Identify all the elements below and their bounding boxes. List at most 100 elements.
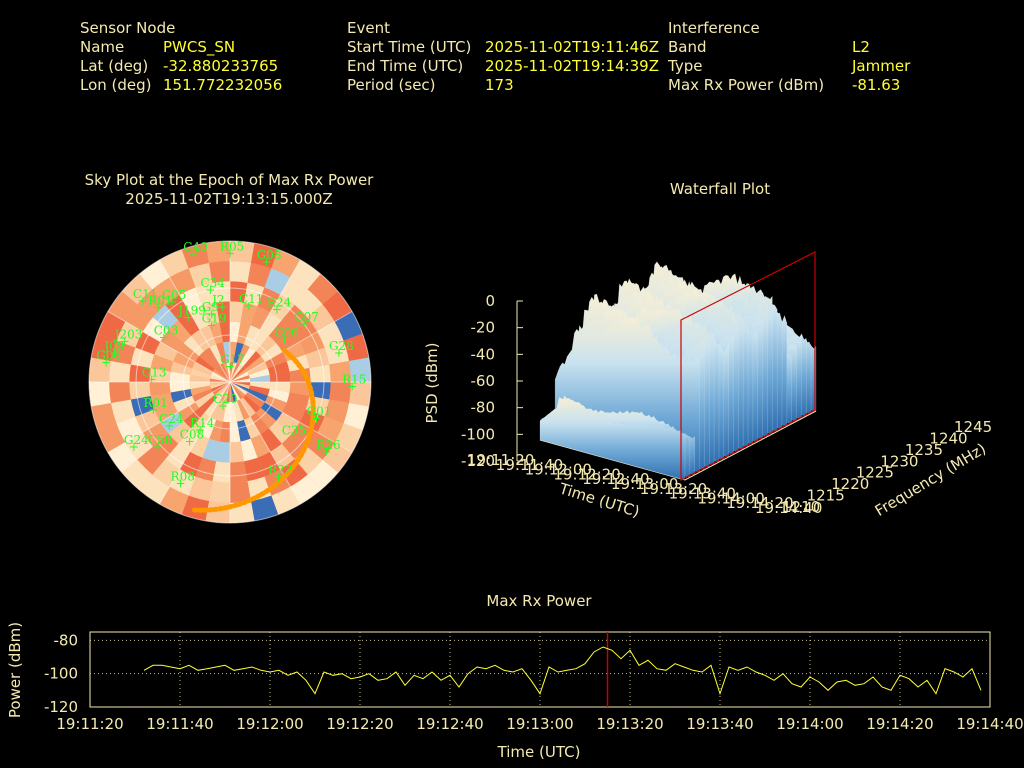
sky-sat-label: C11	[239, 292, 263, 306]
waterfall-x-tick: 19:13:40	[669, 485, 736, 503]
sky-sat-label: C03	[154, 323, 178, 337]
sky-sat-label: C11	[133, 287, 157, 301]
waterfall-x-tick: 19:11:20	[467, 451, 534, 469]
sky-sat-marker: +	[153, 440, 163, 454]
waterfall-y-tick: 1215	[807, 487, 845, 505]
sensor-lon-value: 151.772232056	[163, 76, 283, 94]
power-x-tick: 19:13:00	[506, 715, 573, 733]
event-period-label: Period (sec)	[347, 76, 436, 94]
sky-sat-label: J09	[102, 339, 124, 353]
interference-type-value: Jammer	[852, 57, 911, 75]
waterfall-z-tick: -40	[471, 345, 496, 363]
waterfall-z-tick: -120	[461, 452, 495, 470]
sky-sat-label: R15	[342, 372, 366, 386]
sky-sat-marker: +	[225, 359, 235, 373]
waterfall-x-tick: 19:12:20	[553, 465, 620, 483]
sky-sat-marker: +	[279, 333, 289, 347]
power-ylabel: Power (dBm)	[6, 622, 24, 718]
sky-sat-marker: +	[138, 294, 148, 308]
event-period-value: 173	[485, 76, 514, 94]
sky-plot: +C40 +R05+G08+C11+R01+C34+C05+R24+G07+C11…	[88, 240, 372, 524]
sky-sat-marker: +	[218, 399, 228, 413]
sky-sat-label: G08	[257, 248, 282, 262]
sky-sat-label: C05	[162, 288, 186, 302]
sky-sat-marker: +	[287, 431, 297, 445]
waterfall-plot: 0-20-40-60-80-100-12019:11:2019:11:4019:…	[461, 251, 992, 517]
sky-sat-marker: +	[188, 247, 198, 261]
power-x-tick: 19:14:20	[866, 715, 933, 733]
waterfall-z-tick: -80	[471, 399, 496, 417]
sky-sat-label: C08	[180, 428, 204, 442]
sky-plot-track	[190, 348, 316, 513]
sky-sat-label: G9	[202, 300, 219, 314]
sky-sat-marker: +	[272, 303, 282, 317]
max-rx-power-title: Max Rx Power	[486, 592, 592, 610]
waterfall-x-tick: 19:14:00	[697, 489, 764, 507]
sensor-node-heading: Sensor Node	[80, 19, 176, 37]
sky-sat-marker: +	[225, 247, 235, 261]
sky-sat-marker: +	[167, 295, 177, 309]
power-x-tick: 19:12:20	[326, 715, 393, 733]
waterfall-y-tick: 1235	[905, 441, 943, 459]
power-x-tick: 19:11:40	[146, 715, 213, 733]
sky-sat-label: R22	[268, 463, 292, 477]
sky-sat-label: C06	[274, 326, 298, 340]
sky-sat-label: G28	[329, 339, 354, 353]
sky-sat-marker: +	[153, 301, 163, 315]
max-rx-power-value: -81.63	[852, 76, 901, 94]
sky-sat-marker: +	[207, 318, 217, 332]
waterfall-y-tick: 1240	[929, 429, 967, 447]
power-y-tick: -100	[44, 665, 78, 683]
waterfall-x-tick: 19:13:00	[611, 475, 678, 493]
power-x-tick: 19:13:40	[686, 715, 753, 733]
power-series-line	[143, 646, 982, 696]
sky-sat-marker: +	[195, 423, 205, 437]
sky-sat-marker: +	[262, 255, 272, 269]
sky-sat-label: G24	[124, 433, 149, 447]
waterfall-z-tick: -60	[471, 372, 496, 390]
waterfall-zlabel: PSD (dBm)	[423, 342, 441, 423]
sky-sat-label: G01	[307, 405, 332, 419]
waterfall-x-tick: 19:14:20	[726, 494, 793, 512]
sky-sat-label: C58	[148, 433, 172, 447]
power-x-tick: 19:14:00	[776, 715, 843, 733]
sky-sat-label: R01	[148, 294, 172, 308]
sky-sat-marker: +	[129, 440, 139, 454]
waterfall-z-tick: -20	[471, 319, 496, 337]
event-heading: Event	[347, 19, 390, 37]
sky-sat-label: R01	[143, 396, 167, 410]
sky-sat-marker: +	[176, 476, 186, 490]
sky-sat-marker: +	[347, 379, 357, 393]
waterfall-x-tick: 19:11:40	[496, 456, 563, 474]
max-rx-power-label: Max Rx Power (dBm)	[668, 76, 825, 94]
power-plot-frame	[89, 631, 991, 708]
sky-plot-subtitle: 2025-11-02T19:13:15.000Z	[125, 190, 333, 208]
sky-sat-label: C34	[200, 276, 225, 290]
sky-sat-marker: +	[159, 330, 169, 344]
sky-sat-label: R08	[171, 469, 195, 483]
power-x-tick: 19:12:40	[416, 715, 483, 733]
sensor-lon-label: Lon (deg)	[80, 76, 152, 94]
sensor-name-value: PWCS_SN	[163, 38, 236, 56]
event-end-label: End Time (UTC)	[347, 57, 464, 75]
event-start-value: 2025-11-02T19:11:46Z	[485, 38, 659, 56]
sky-sat-label: G07	[294, 310, 319, 324]
sky-sat-marker: +	[273, 470, 283, 484]
sky-sat-marker: +	[147, 372, 157, 386]
sky-sat-label: C40	[183, 240, 207, 254]
event-end-value: 2025-11-02T19:14:39Z	[485, 57, 659, 75]
power-series	[143, 632, 982, 707]
power-x-tick: 19:13:20	[596, 715, 663, 733]
sky-sat-label: J199	[176, 304, 206, 318]
sky-sat-marker: +	[164, 419, 174, 433]
sky-sat-label: G17	[220, 352, 245, 366]
waterfall-y-tick: 1245	[954, 418, 992, 436]
sensor-lat-value: -32.880233765	[163, 57, 279, 75]
sky-sat-marker: +	[183, 311, 193, 325]
sky-sat-label: C35	[282, 424, 306, 438]
waterfall-x-tick: 19:12:00	[525, 461, 592, 479]
sky-sat-marker: +	[120, 335, 130, 349]
sky-sat-marker: +	[334, 346, 344, 360]
